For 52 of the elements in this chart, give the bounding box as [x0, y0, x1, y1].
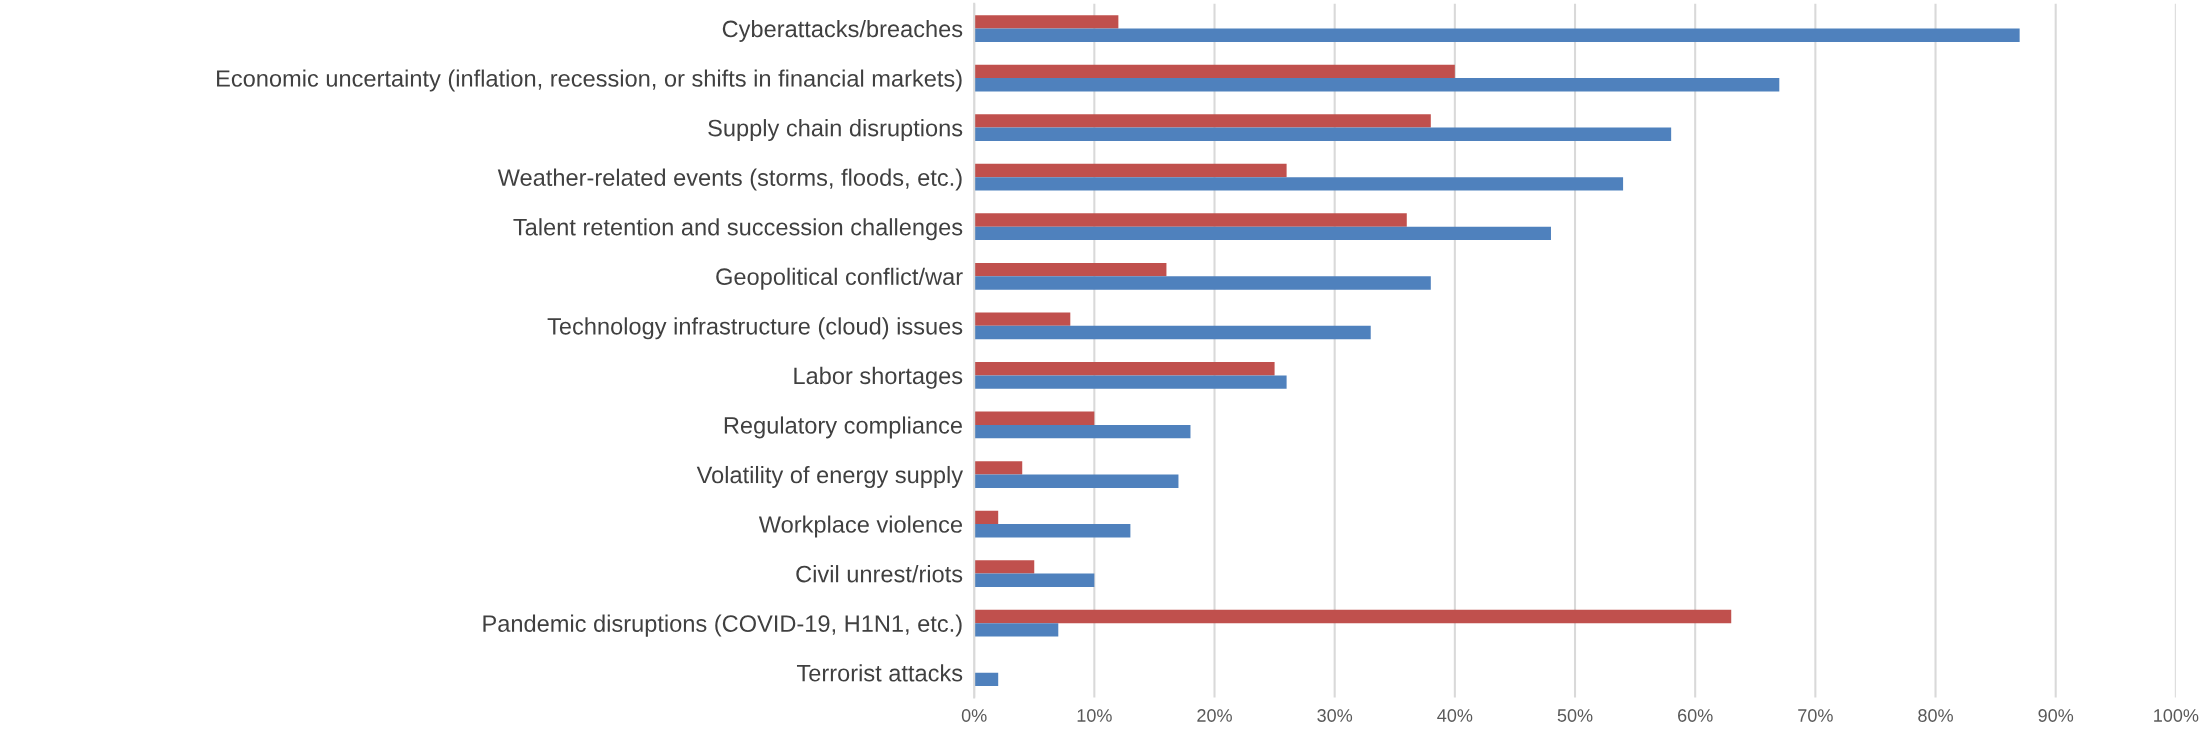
y-tick-label: Terrorist attacks: [796, 664, 963, 682]
y-tick-label: Talent retention and succession challenges: [513, 218, 963, 241]
bar: [974, 560, 1035, 574]
y-tick-label: Economic uncertainty (inflation, recession, or shifts in financial markets): [217, 69, 962, 92]
x-tick-label: 20%: [1197, 709, 1232, 722]
bar: [974, 15, 1119, 29]
y-tick-label: Volatility of energy supply: [696, 465, 964, 488]
y-tick-label: Cyberattacks/breaches: [722, 19, 963, 42]
y-tick-label: Civil unrest/riots: [796, 565, 963, 583]
bar: [974, 411, 1095, 425]
x-tick-label: 70%: [1798, 709, 1833, 722]
bar: [974, 375, 1287, 389]
bar: [974, 325, 1371, 340]
bar: [974, 163, 1287, 178]
bar: [974, 28, 2020, 42]
bar: [974, 524, 1131, 538]
x-tick-label: 80%: [1918, 709, 1953, 722]
x-tick-label: 100%: [2154, 709, 2199, 722]
bar: [974, 312, 1071, 326]
y-tick-label: Weather-related events (storms, floods, etc.): [497, 168, 962, 191]
bar: [974, 424, 1191, 439]
y-tick-label: Regulatory compliance: [724, 416, 963, 439]
bar: [974, 213, 1407, 227]
y-tick-label: Technology infrastructure (cloud) issues: [547, 317, 963, 340]
bar: [974, 461, 1023, 475]
y-tick-label: Geopolitical conflict/war: [716, 267, 963, 290]
bar: [974, 127, 1672, 141]
bar: [974, 573, 1095, 587]
x-tick-label: 50%: [1557, 709, 1593, 722]
y-tick-label: Workplace violence: [758, 515, 963, 538]
bar: [974, 64, 1455, 79]
x-tick-label: 60%: [1678, 709, 1713, 722]
bar: [974, 474, 1179, 488]
bar: [974, 262, 1167, 277]
x-tick-label: 0%: [961, 709, 987, 722]
bar: [974, 114, 1431, 128]
x-tick-label: 10%: [1077, 709, 1112, 722]
bar: [974, 177, 1624, 191]
bar: [974, 623, 1059, 637]
bar: [974, 672, 999, 687]
bar: [974, 276, 1431, 290]
x-tick-label: 30%: [1317, 709, 1353, 722]
bar: [974, 510, 999, 525]
y-tick-label: Supply chain disruptions: [708, 119, 963, 142]
bar: [974, 609, 1732, 624]
bar: [974, 362, 1275, 376]
x-tick-label: 90%: [2038, 709, 2074, 722]
x-tick-label: 40%: [1437, 709, 1473, 722]
bar: [974, 78, 1780, 92]
y-tick-label: Pandemic disruptions (COVID-19, H1N1, etc.): [483, 614, 962, 637]
bar: [974, 226, 1551, 241]
y-tick-label: Labor shortages: [794, 366, 963, 389]
